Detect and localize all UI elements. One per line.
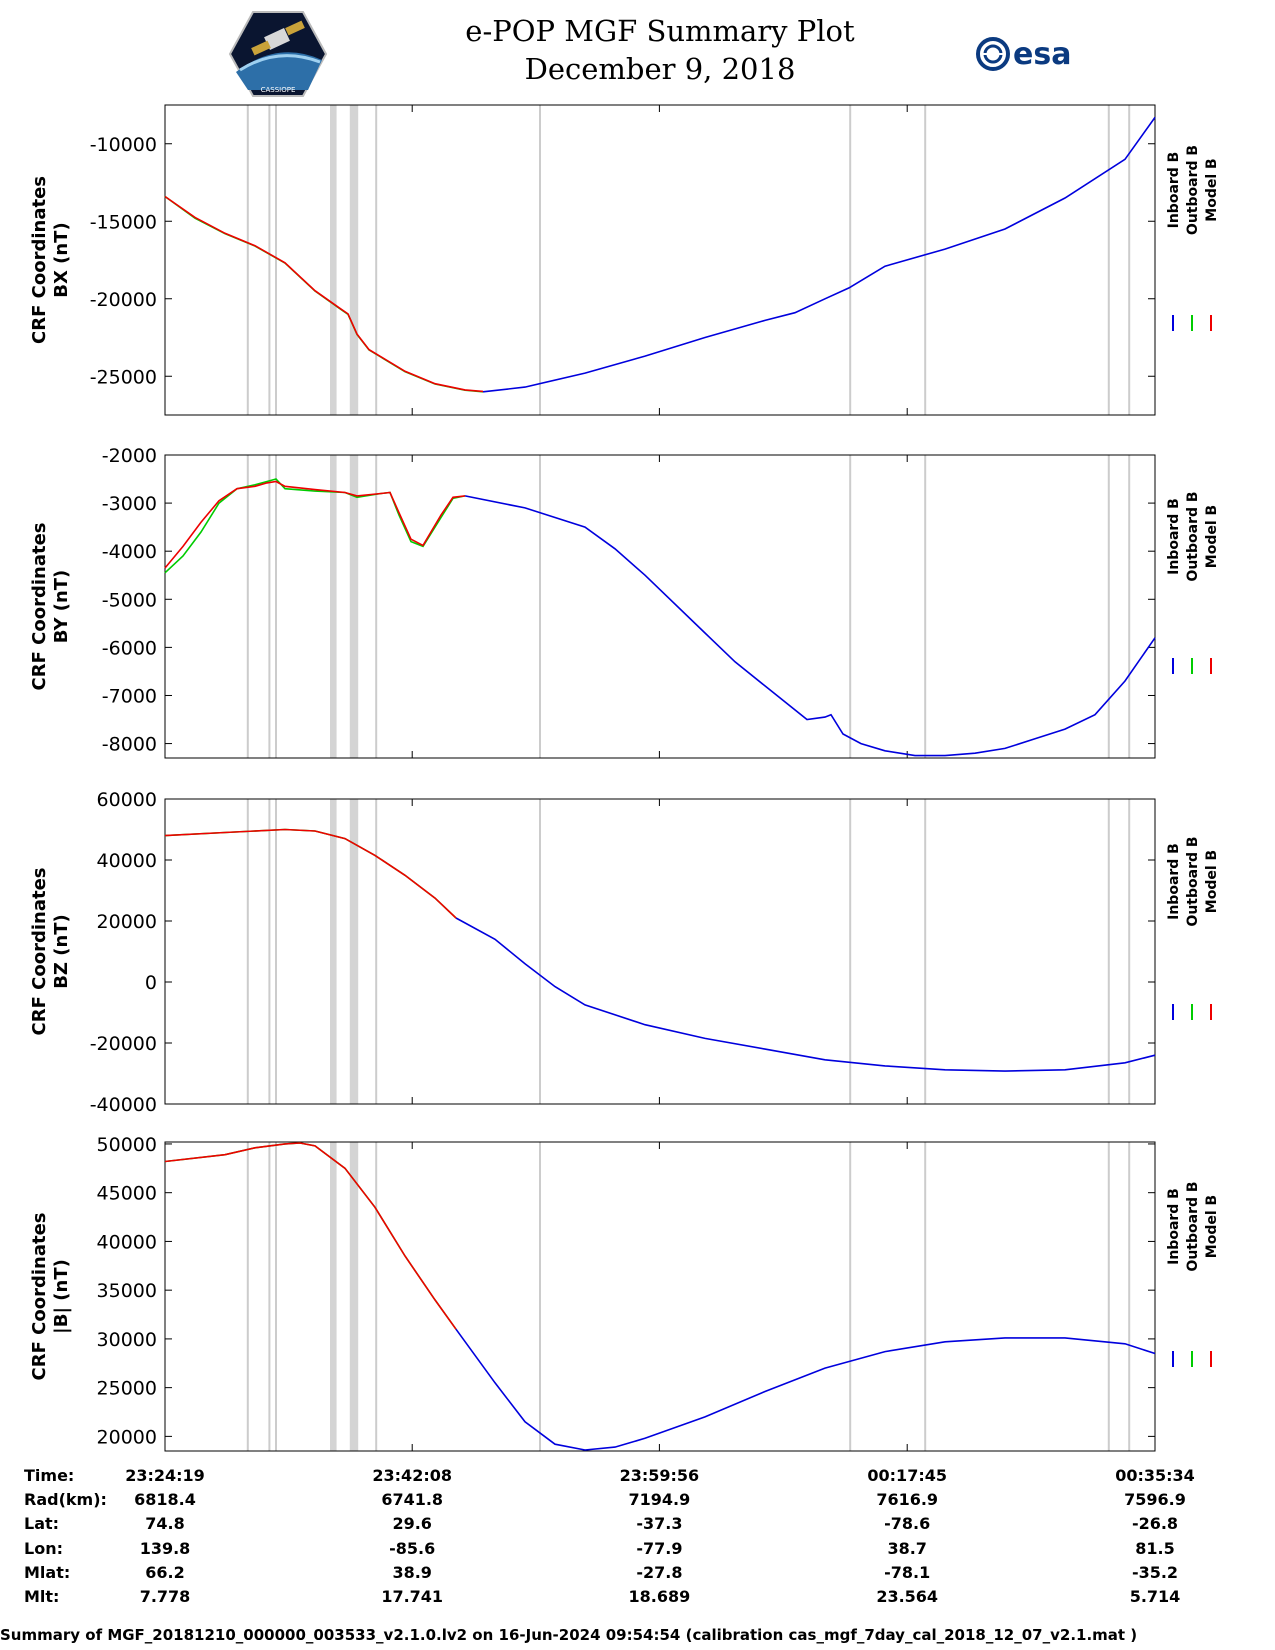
y-tick-label: -5000 — [102, 589, 157, 611]
gap-bar — [330, 105, 337, 415]
title-line-2: December 9, 2018 — [524, 52, 796, 86]
y-axis-label: CRF Coordinates |B| (nT) — [29, 1213, 72, 1381]
y-tick-label: -2000 — [102, 445, 157, 467]
series-line — [455, 917, 1156, 1072]
y-axis-label-line: |B| (nT) — [51, 1259, 72, 1334]
legend-label: Inboard B — [1166, 498, 1182, 575]
legend: Inboard B Outboard B Model B — [1166, 836, 1220, 1020]
series-line — [455, 1328, 1156, 1451]
y-tick-label: 0 — [145, 972, 157, 994]
chart-title: e-POP MGF Summary Plot December 9, 2018 — [380, 12, 940, 88]
legend-label: Outboard B — [1185, 491, 1201, 581]
legend-label: Model B — [1204, 505, 1220, 568]
series-line — [164, 195, 484, 393]
y-tick-label: -10000 — [90, 134, 157, 156]
y-axis-label: CRF Coordinates BX (nT) — [29, 176, 72, 344]
series-line — [164, 828, 457, 919]
series-line — [164, 828, 457, 919]
legend-label: Outboard B — [1185, 836, 1201, 926]
y-tick-label: -3000 — [102, 493, 157, 515]
legend-label: Model B — [1204, 850, 1220, 913]
panel-4: 20000 25000 30000 35000 40000 45000 50000 CRF C… — [29, 1134, 1220, 1452]
y-tick-label: -4000 — [102, 541, 157, 563]
y-tick-label: -40000 — [90, 1094, 157, 1116]
y-tick-label: 45000 — [97, 1183, 157, 1205]
legend: Inboard B Outboard B Model B — [1166, 1181, 1220, 1367]
y-tick-label: -20000 — [90, 289, 157, 311]
y-tick-label: 25000 — [97, 1378, 157, 1400]
footer-caption: Summary of MGF_20181210_000000_003533_v2… — [0, 1626, 1138, 1644]
y-axis-label: CRF Coordinates BZ (nT) — [29, 868, 72, 1036]
cassiope-logo: CASSIOPE — [228, 11, 328, 97]
y-axis-label-line: BY (nT) — [51, 570, 72, 644]
panel-3: -40000 -20000 0 20000 40000 60000 CRF Coordina… — [29, 789, 1220, 1116]
gap-bar — [349, 799, 359, 1104]
series-line — [164, 480, 466, 569]
axes-frame — [164, 798, 1156, 1105]
panel-2: -8000 -7000 -6000 -5000 -4000 -3000 -2000 CRF C… — [29, 445, 1220, 759]
legend-label: Inboard B — [1166, 152, 1182, 229]
y-tick-label: -25000 — [90, 366, 157, 388]
y-tick-label: -6000 — [102, 637, 157, 659]
gap-bar — [349, 455, 359, 758]
panel-1: -25000 -20000 -15000 -10000 CRF Coordinates B… — [29, 104, 1220, 416]
cassiope-logo-text: CASSIOPE — [261, 86, 296, 94]
y-axis-label-line: BZ (nT) — [51, 914, 72, 989]
series-line — [164, 1142, 457, 1330]
series-line — [482, 116, 1156, 393]
y-tick-label: -15000 — [90, 211, 157, 233]
series-line — [164, 195, 484, 393]
y-tick-label: 40000 — [97, 1231, 157, 1253]
axes-frame — [164, 104, 1156, 416]
legend: Inboard B Outboard B Model B — [1166, 145, 1220, 331]
gap-bar — [349, 105, 359, 415]
series-line — [464, 495, 1156, 757]
legend-label: Inboard B — [1166, 843, 1182, 920]
gap-bar — [330, 799, 337, 1104]
y-tick-label: 35000 — [97, 1280, 157, 1302]
title-line-1: e-POP MGF Summary Plot — [465, 14, 855, 48]
series-line — [164, 478, 466, 574]
y-axis-label-line: CRF Coordinates — [29, 868, 50, 1036]
gap-bar — [330, 1142, 337, 1451]
esa-logo-text: esa — [1013, 37, 1071, 72]
legend-label: Outboard B — [1185, 1181, 1201, 1271]
y-tick-label: 50000 — [97, 1134, 157, 1156]
y-tick-label: 60000 — [97, 789, 157, 811]
axes-frame — [164, 1141, 1156, 1452]
legend-label: Outboard B — [1185, 145, 1201, 235]
y-tick-label: 20000 — [97, 1426, 157, 1448]
legend: Inboard B Outboard B Model B — [1166, 491, 1220, 674]
y-tick-label: 40000 — [97, 850, 157, 872]
y-axis-label-line: CRF Coordinates — [29, 1213, 50, 1381]
gap-bar — [349, 1142, 359, 1451]
y-tick-label: -20000 — [90, 1033, 157, 1055]
legend-label: Model B — [1204, 158, 1220, 221]
y-tick-label: 20000 — [97, 911, 157, 933]
legend-label: Model B — [1204, 1195, 1220, 1258]
esa-logo: esa — [976, 37, 1071, 72]
y-tick-label: -8000 — [102, 734, 157, 756]
y-axis-label: CRF Coordinates BY (nT) — [29, 523, 72, 691]
y-axis-label-line: BX (nT) — [51, 222, 72, 297]
axes-frame — [164, 454, 1156, 759]
y-axis-label-line: CRF Coordinates — [29, 523, 50, 691]
y-tick-label: 30000 — [97, 1329, 157, 1351]
y-tick-label: -7000 — [102, 685, 157, 707]
series-line — [164, 1142, 457, 1330]
y-axis-label-line: CRF Coordinates — [29, 176, 50, 344]
legend-label: Inboard B — [1166, 1188, 1182, 1265]
gap-bar — [330, 455, 337, 758]
